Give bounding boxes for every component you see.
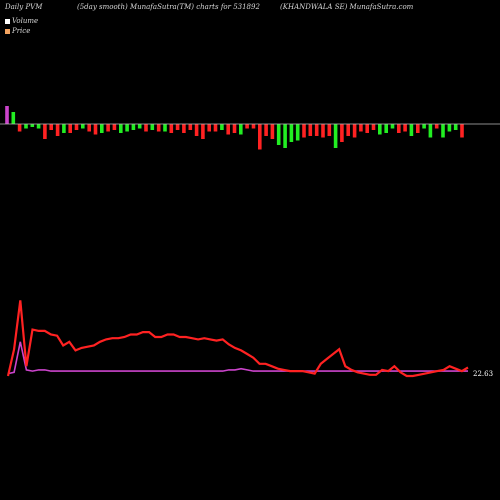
legend-volume-label: Volume bbox=[12, 17, 39, 25]
volume-bar bbox=[340, 124, 344, 142]
price-swatch bbox=[5, 28, 10, 34]
volume-bar bbox=[403, 124, 407, 132]
volume-bar bbox=[156, 124, 161, 132]
volume-bar bbox=[30, 124, 35, 127]
volume-bar bbox=[384, 124, 388, 133]
volume-bar bbox=[207, 124, 211, 132]
volume-bar bbox=[441, 124, 445, 138]
volume-bar bbox=[276, 124, 281, 145]
volume-bar bbox=[308, 124, 313, 136]
volume-bar bbox=[365, 124, 369, 133]
volume-bar bbox=[74, 124, 79, 130]
volume-bar bbox=[62, 124, 66, 133]
volume-bar bbox=[397, 124, 401, 133]
volume-bar bbox=[17, 124, 22, 132]
volume-bar bbox=[5, 106, 9, 124]
volume-bar bbox=[245, 124, 249, 129]
volume-bar bbox=[226, 124, 230, 135]
volume-bar bbox=[169, 124, 174, 133]
volume-bar bbox=[264, 124, 268, 136]
volume-bar bbox=[460, 124, 464, 138]
volume-bar bbox=[213, 124, 218, 132]
volume-bar bbox=[352, 124, 357, 138]
volume-bar bbox=[55, 124, 60, 136]
chart-type-label: Daily PVM bbox=[5, 3, 43, 11]
volume-bar bbox=[346, 124, 350, 136]
volume-bar bbox=[93, 124, 98, 135]
volume-bar bbox=[295, 124, 300, 141]
volume-bar bbox=[68, 124, 72, 133]
volume-bar bbox=[119, 124, 123, 133]
volume-bar bbox=[194, 124, 199, 136]
volume-bar bbox=[314, 124, 319, 136]
volume-bar bbox=[49, 124, 53, 130]
volume-bar bbox=[24, 124, 28, 129]
volume-bar bbox=[327, 124, 332, 136]
volume-bar bbox=[163, 124, 167, 132]
volume-bar bbox=[270, 124, 275, 139]
volume-bar bbox=[220, 124, 224, 130]
volume-bar bbox=[106, 124, 110, 132]
volume-bar bbox=[289, 124, 294, 142]
volume-bar bbox=[125, 124, 129, 132]
volume-bar bbox=[239, 124, 243, 135]
volume-bar bbox=[422, 124, 426, 129]
volume-bar bbox=[188, 124, 193, 130]
volume-bar bbox=[131, 124, 136, 130]
volume-bar bbox=[36, 124, 41, 129]
volume-bar bbox=[378, 124, 382, 135]
volume-bar bbox=[232, 124, 237, 133]
legend-volume: Volume bbox=[5, 17, 38, 25]
volume-bar bbox=[371, 124, 376, 130]
last-price-label: 22.63 bbox=[473, 370, 493, 378]
volume-bar bbox=[43, 124, 47, 139]
volume-bar bbox=[182, 124, 186, 133]
volume-bar bbox=[321, 124, 325, 138]
company-label: (KHANDWALA SE) MunafaSutra.com bbox=[280, 3, 414, 11]
volume-bar bbox=[434, 124, 439, 129]
chart-source-label: (5day smooth) MunafaSutra(TM) charts for… bbox=[77, 3, 260, 11]
legend-price-label: Price bbox=[12, 27, 31, 35]
volume-bar bbox=[87, 124, 91, 132]
volume-bar bbox=[175, 124, 180, 130]
volume-bar bbox=[302, 124, 306, 138]
volume-bar bbox=[11, 112, 16, 124]
volume-bar bbox=[112, 124, 117, 130]
volume-bars bbox=[5, 106, 464, 150]
volume-line bbox=[7, 341, 468, 375]
volume-bar bbox=[283, 124, 287, 148]
volume-bar bbox=[251, 124, 256, 129]
volume-bar bbox=[201, 124, 205, 139]
volume-bar bbox=[258, 124, 262, 150]
volume-swatch bbox=[5, 18, 10, 24]
price-line bbox=[6, 300, 469, 378]
volume-bar bbox=[150, 124, 155, 130]
volume-bar bbox=[447, 124, 452, 132]
volume-bar bbox=[137, 124, 142, 129]
volume-bar bbox=[144, 124, 148, 132]
legend-price: Price bbox=[5, 27, 30, 35]
volume-bar bbox=[453, 124, 458, 130]
volume-bar bbox=[390, 124, 395, 129]
volume-bar bbox=[359, 124, 363, 132]
volume-bar bbox=[81, 124, 85, 129]
volume-bar bbox=[333, 124, 338, 148]
volume-bar bbox=[428, 124, 433, 138]
volume-bar bbox=[409, 124, 414, 136]
volume-bar bbox=[416, 124, 420, 133]
volume-bar bbox=[100, 124, 104, 133]
